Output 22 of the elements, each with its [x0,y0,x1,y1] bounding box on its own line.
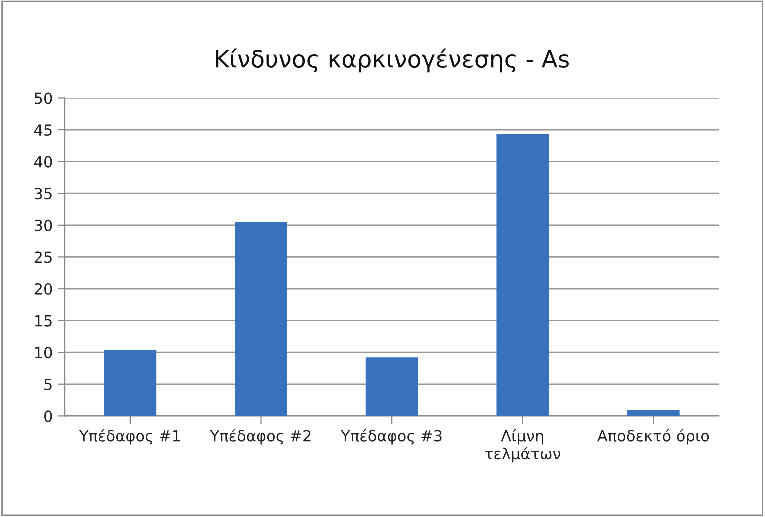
bar [104,350,157,416]
y-tick-label: 30 [34,220,52,232]
bar [496,134,550,416]
y-tick-label: 45 [34,124,52,136]
bar [366,358,418,416]
y-tick-label: 5 [44,379,52,390]
x-tick-label: Αποδεκτό όριο [598,429,710,445]
bar [628,410,680,416]
chart-title: Κίνδυνος καρκινογένεσης - As [216,48,570,73]
x-tick-label: Υπέδαφος #3 [341,429,442,445]
bar [235,222,288,416]
y-tick-label: 20 [34,283,52,296]
y-tick-label: 0 [44,410,52,422]
y-tick-label: 15 [35,315,52,327]
x-tick-label: Λίμνη τελμάτων [485,429,561,463]
y-tick-label: 40 [34,156,52,168]
y-tick-label: 25 [34,252,52,264]
y-tick-label: 10 [35,347,52,359]
x-tick-label: Υπέδαφος #2 [210,429,311,445]
y-tick-label: 35 [34,188,52,200]
y-tick-label: 50 [34,92,52,104]
x-tick-label: Υπέδαφος #1 [79,429,180,445]
